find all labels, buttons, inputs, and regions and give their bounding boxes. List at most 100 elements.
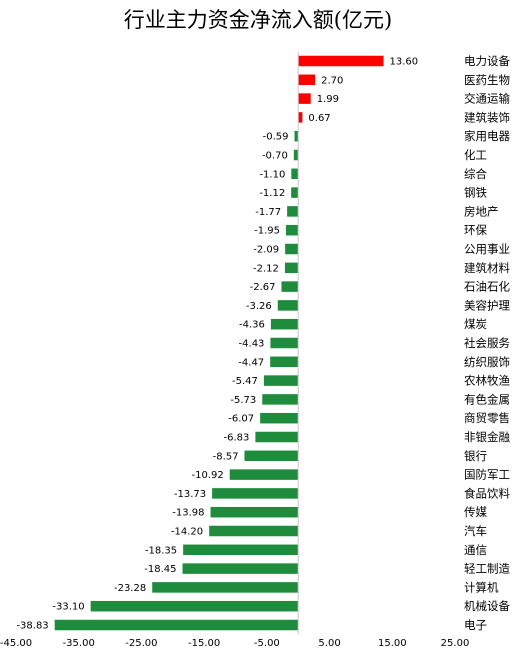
bar — [291, 187, 299, 198]
x-tick-label: -35.00 — [63, 638, 95, 649]
bar-value-label: 13.60 — [390, 57, 419, 68]
bar-value-label: -4.43 — [239, 339, 265, 350]
bar-value-label: -14.20 — [171, 527, 203, 538]
category-label: 家用电器 — [464, 129, 510, 143]
bar — [270, 356, 299, 368]
category-label: 交通运输 — [464, 92, 510, 106]
bar — [270, 337, 299, 349]
bar — [298, 93, 311, 104]
bar-value-label: -33.10 — [52, 602, 84, 613]
category-label: 电力设备 — [464, 54, 510, 68]
bar — [298, 74, 316, 86]
category-label: 钢铁 — [464, 186, 487, 200]
category-label: 机械设备 — [464, 599, 510, 613]
bar-value-label: -8.57 — [213, 451, 239, 462]
category-label: 国防军工 — [464, 468, 510, 482]
category-label: 石油石化 — [464, 280, 510, 294]
bar-value-label: -18.35 — [145, 545, 177, 556]
bar — [210, 506, 299, 518]
bar-value-label: -1.77 — [255, 207, 281, 218]
bar — [287, 206, 299, 217]
bar-value-label: -38.83 — [16, 621, 48, 632]
bar-value-label: -23.28 — [114, 583, 146, 594]
bar — [270, 318, 299, 330]
value-labels-group: 13.60 2.70 1.99 0.67 -0.59 -0.70 -1.10 -1.12 -1.… — [16, 57, 418, 632]
x-tick-label: -5.00 — [254, 638, 280, 649]
bar — [298, 55, 384, 67]
bar-value-label: -5.47 — [232, 376, 258, 387]
category-label: 社会服务 — [464, 336, 510, 350]
bar-value-label: 2.70 — [321, 75, 343, 86]
x-tick-label: -45.00 — [0, 638, 32, 649]
bar — [294, 130, 299, 142]
bar-value-label: -6.83 — [224, 433, 250, 444]
x-tick-label: 5.00 — [318, 638, 340, 649]
bar-value-label: -2.67 — [250, 282, 276, 293]
category-label: 化工 — [464, 148, 487, 162]
bar-value-label: -4.36 — [239, 320, 265, 331]
bar — [262, 394, 299, 405]
bar — [263, 375, 299, 386]
category-labels-group: 电力设备医药生物交通运输建筑装饰家用电器化工综合钢铁房地产环保公用事业建筑材料石… — [464, 54, 510, 632]
bars-group — [54, 55, 384, 631]
bar-value-label: -10.92 — [191, 470, 223, 481]
chart-title: 行业主力资金净流入额(亿元) — [124, 8, 392, 32]
x-tick-label: 25.00 — [441, 638, 470, 649]
bar — [284, 262, 299, 274]
category-label: 环保 — [464, 223, 487, 237]
bar-value-label: -1.95 — [254, 226, 280, 237]
bar — [277, 300, 299, 311]
bar-value-label: 1.99 — [317, 94, 339, 105]
category-label: 建筑装饰 — [464, 110, 510, 124]
bar-value-label: -13.98 — [172, 508, 204, 519]
category-label: 有色金属 — [464, 392, 510, 406]
category-label: 通信 — [464, 543, 487, 557]
x-axis-ticks-group: -45.00 -35.00 -25.00 -15.00 -5.00 5.00 15.00 25… — [0, 638, 469, 649]
category-label: 计算机 — [464, 580, 499, 594]
bar — [281, 281, 299, 292]
category-label: 汽车 — [464, 524, 487, 538]
bar — [212, 488, 299, 499]
bar — [293, 149, 299, 161]
bar — [285, 224, 299, 236]
bar-value-label: -2.12 — [253, 263, 279, 274]
category-label: 美容护理 — [464, 298, 510, 312]
bar-value-label: -1.12 — [259, 188, 285, 199]
bar-value-label: -0.59 — [263, 132, 289, 143]
category-label: 农林牧渔 — [464, 374, 510, 388]
category-label: 电子 — [464, 618, 487, 632]
bar — [90, 600, 299, 612]
category-label: 食品饮料 — [464, 486, 510, 500]
bar — [182, 563, 299, 574]
bar-value-label: -2.09 — [253, 245, 279, 256]
category-label: 医药生物 — [464, 73, 510, 87]
bar-value-label: -13.73 — [174, 489, 206, 500]
category-label: 煤炭 — [464, 317, 487, 331]
category-label: 综合 — [464, 167, 487, 181]
bar — [183, 544, 299, 556]
bar — [229, 469, 299, 480]
category-label: 房地产 — [464, 204, 499, 218]
bar-value-label: 0.67 — [308, 113, 330, 124]
category-label: 非银金融 — [464, 430, 510, 444]
bar-value-label: -18.45 — [144, 564, 176, 575]
category-label: 轻工制造 — [464, 562, 510, 576]
bar-value-label: -4.47 — [238, 357, 264, 368]
x-tick-label: -15.00 — [188, 638, 220, 649]
category-label: 建筑材料 — [464, 261, 510, 275]
bar — [298, 112, 303, 123]
category-label: 商贸零售 — [464, 411, 510, 425]
x-tick-label: -25.00 — [125, 638, 157, 649]
x-tick-label: 15.00 — [378, 638, 407, 649]
bar-value-label: -6.07 — [228, 414, 254, 425]
bar — [285, 243, 299, 255]
bar-value-label: -1.10 — [259, 169, 285, 180]
bar-value-label: -5.73 — [230, 395, 256, 406]
bar — [260, 412, 299, 424]
bar — [255, 431, 299, 443]
bar — [54, 619, 299, 631]
bar — [244, 450, 299, 462]
bar — [209, 525, 299, 537]
bar — [291, 168, 299, 180]
